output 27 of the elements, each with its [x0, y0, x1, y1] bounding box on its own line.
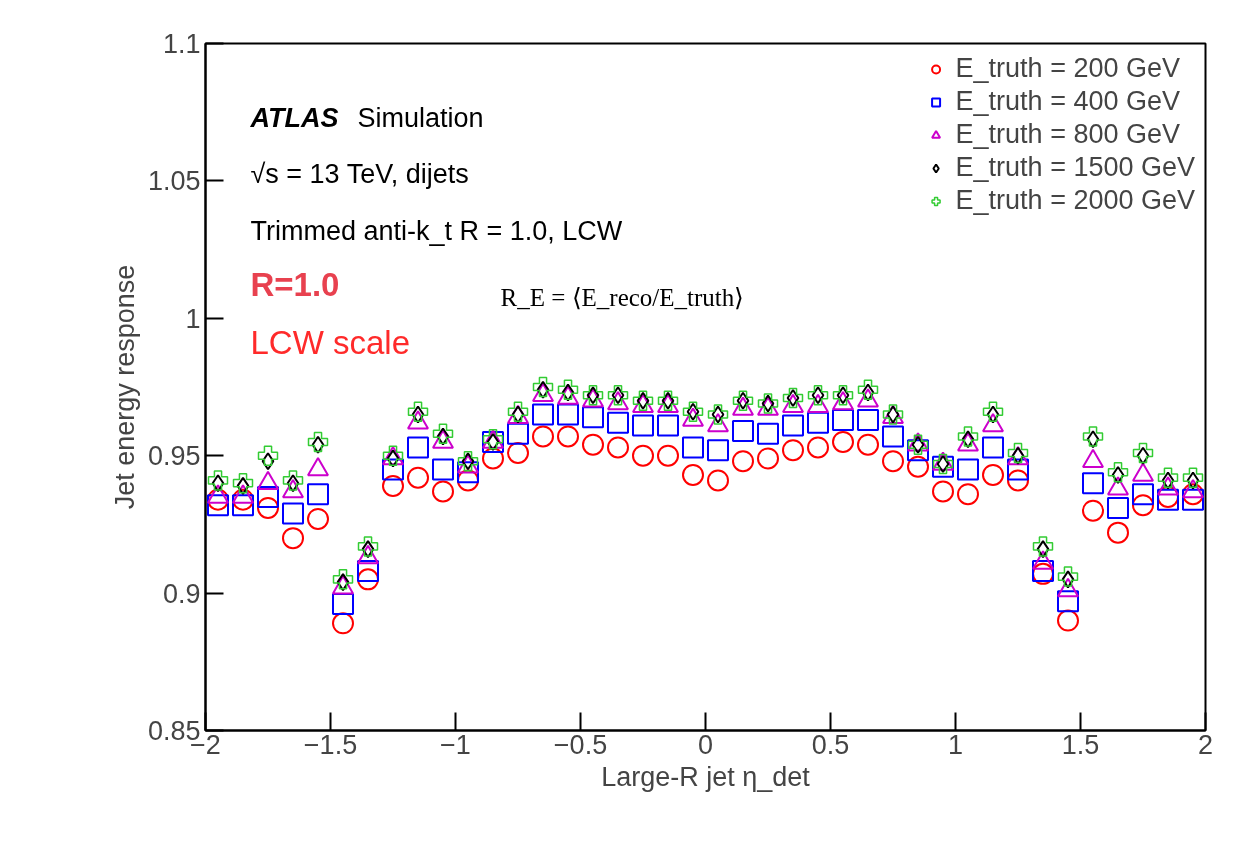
legend-label: E_truth = 800 GeV [955, 119, 1180, 150]
x-tick-label: 1 [947, 729, 964, 760]
annotation: ATLAS [249, 102, 339, 133]
y-tick-label: 1 [185, 303, 201, 334]
legend-label: E_truth = 400 GeV [955, 86, 1180, 117]
x-tick-label: 2 [1197, 729, 1214, 760]
y-tick-label: 1.1 [162, 29, 201, 59]
annotation: √s = 13 TeV, dijets [250, 158, 469, 189]
x-tick-label: 0 [697, 729, 714, 760]
x-tick-label: 0.5 [811, 729, 850, 760]
legend-label: E_truth = 2000 GeV [955, 185, 1195, 216]
annotation: R_E = ⟨E_reco/E_truth⟩ [500, 283, 745, 311]
y-axis-title: Jet energy response [109, 264, 140, 510]
x-axis-title: Large-R jet η_det [601, 761, 811, 792]
x-tick-label: 1.5 [1061, 729, 1100, 760]
x-tick-label: −0.5 [553, 729, 608, 760]
legend-label: E_truth = 1500 GeV [955, 152, 1195, 183]
x-tick-label: −1 [440, 729, 471, 760]
y-tick-label: 0.9 [162, 578, 201, 609]
legend-label: E_truth = 200 GeV [955, 53, 1180, 84]
x-tick-label: −1.5 [303, 729, 358, 760]
y-tick-label: 1.05 [147, 166, 201, 197]
y-tick-label: 0.95 [147, 441, 201, 472]
annotation: R=1.0 [250, 265, 340, 303]
annotation: Trimmed anti-k_t R = 1.0, LCW [250, 215, 623, 246]
annotation: LCW scale [250, 323, 411, 361]
annotation: Simulation [357, 102, 484, 133]
